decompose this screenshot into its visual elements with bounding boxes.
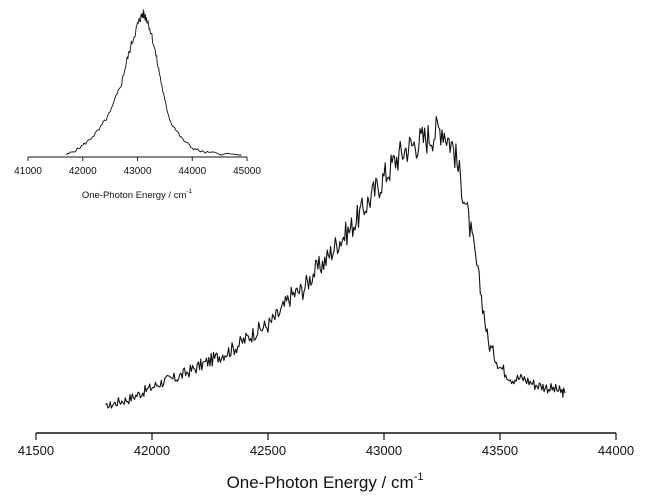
main-chart: 41500 42000 42500 43000 43500 44000 One-Photo… xyxy=(18,117,634,492)
main-x-tick-labels: 41500 42000 42500 43000 43500 44000 xyxy=(18,443,634,458)
main-x-tick-label: 41500 xyxy=(18,443,54,458)
main-x-axis-label: One-Photon Energy / cm-1 xyxy=(227,471,424,492)
inset-x-ticks xyxy=(28,157,247,161)
main-x-axis-label-text: One-Photon Energy / cm xyxy=(227,473,414,492)
main-x-tick-label: 43000 xyxy=(366,443,402,458)
inset-x-tick-labels: 41000 42000 43000 44000 45000 xyxy=(14,166,261,177)
inset-x-tick-label: 45000 xyxy=(233,166,261,177)
main-x-tick-label: 42000 xyxy=(134,443,170,458)
inset-x-axis-label-superscript: -1 xyxy=(186,188,192,195)
inset-chart: 41000 42000 43000 44000 45000 One-Photon Ene… xyxy=(14,10,261,201)
inset-series-line xyxy=(66,10,241,155)
inset-x-tick-label: 43000 xyxy=(124,166,152,177)
inset-x-tick-label: 42000 xyxy=(69,166,97,177)
main-series-line xyxy=(106,117,565,408)
main-x-tick-label: 44000 xyxy=(598,443,634,458)
inset-x-axis-label: One-Photon Energy / cm-1 xyxy=(82,188,193,201)
inset-x-tick-label: 44000 xyxy=(178,166,206,177)
inset-x-axis-label-text: One-Photon Energy / cm xyxy=(82,190,187,201)
main-x-axis-label-superscript: -1 xyxy=(414,471,424,483)
inset-x-tick-label: 41000 xyxy=(14,166,42,177)
main-x-ticks xyxy=(36,433,616,440)
main-x-tick-label: 42500 xyxy=(250,443,286,458)
main-x-tick-label: 43500 xyxy=(482,443,518,458)
